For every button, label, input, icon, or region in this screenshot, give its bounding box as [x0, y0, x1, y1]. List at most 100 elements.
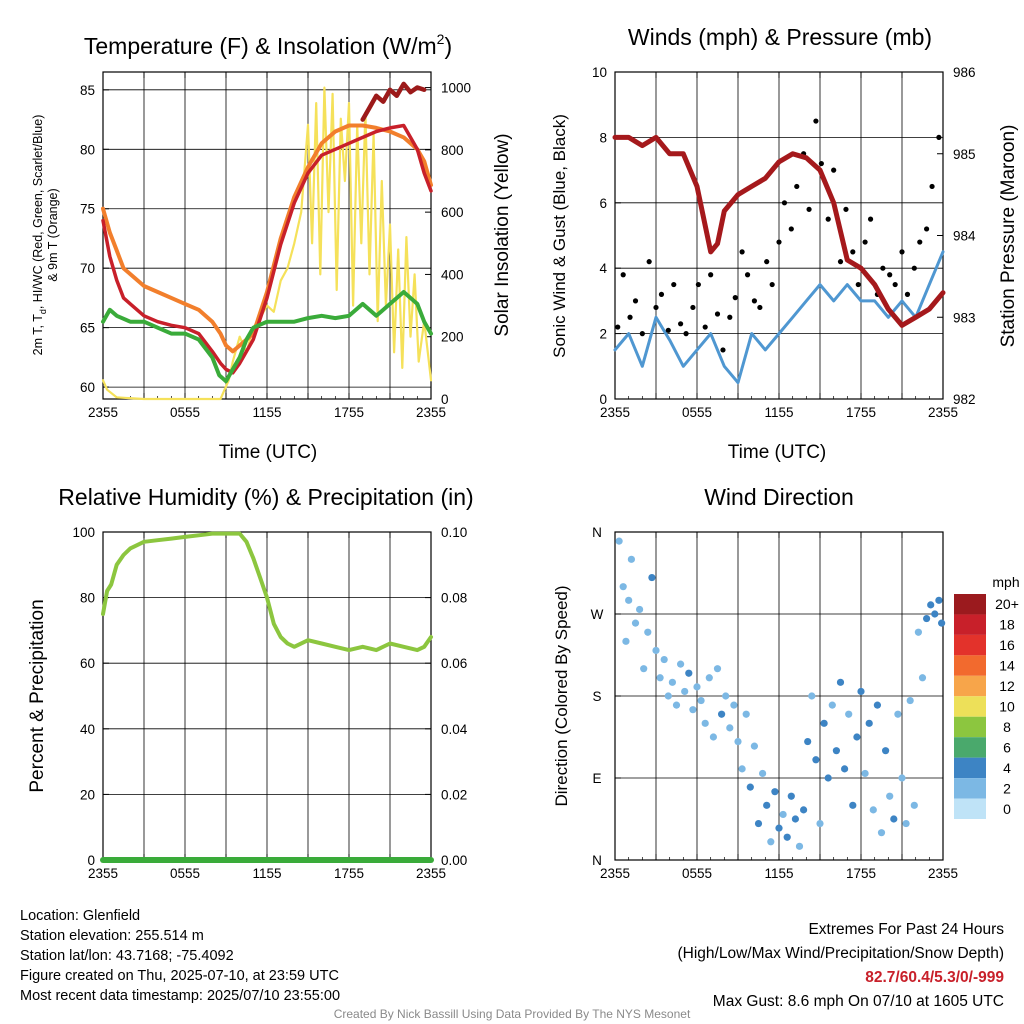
- sonic-wind-series: [613, 250, 945, 385]
- gust-point: [862, 239, 868, 245]
- gust-point: [632, 298, 639, 304]
- wind-direction-point: [689, 706, 697, 714]
- wind-direction-point: [771, 788, 779, 796]
- wind-direction-point: [795, 842, 804, 850]
- gust-point: [658, 291, 665, 297]
- temperature-chart-title: Temperature (F) & Insolation (W/m2): [84, 31, 452, 59]
- wind-direction-point: [910, 801, 918, 809]
- wind-direction-point: [738, 765, 746, 773]
- wind-direction-point: [882, 747, 890, 755]
- colorbar-title: mph: [992, 574, 1019, 590]
- wind-direction-point: [622, 637, 630, 645]
- temp-y-label: 75: [80, 202, 95, 217]
- wind-direction-point: [861, 769, 869, 778]
- colorbar-swatch: [954, 614, 986, 635]
- x-tick-label: 0555: [682, 866, 712, 881]
- credit-text: Created By Nick Bassill Using Data Provi…: [333, 1007, 691, 1021]
- gust-point: [929, 183, 935, 190]
- wind-direction-point: [668, 678, 677, 686]
- solar-y-label: 0: [441, 392, 449, 407]
- wind-direction-point: [713, 665, 722, 673]
- wind-direction-point: [787, 792, 795, 800]
- wind-direction-point: [902, 819, 910, 828]
- gust-point: [825, 216, 831, 222]
- direction-y-label: N: [592, 853, 602, 868]
- temperature-panel: Temperature (F) & Insolation (W/m2) 2m T…: [31, 31, 513, 463]
- rh-y-label: 40: [80, 722, 95, 737]
- wind-direction-point: [906, 696, 914, 705]
- wind-direction-point: [783, 833, 791, 841]
- wind-direction-point: [681, 687, 689, 696]
- wind-direction-point: [869, 806, 877, 814]
- wind-direction-point: [857, 687, 865, 696]
- x-tick-label: 2355: [928, 866, 958, 881]
- wind-direction-point: [914, 628, 923, 636]
- wind-direction-point: [693, 683, 701, 691]
- wind-y-label: 8: [599, 130, 607, 145]
- wind-y-label: 0: [599, 392, 607, 407]
- created-text: Figure created on Thu, 2025-07-10, at 23…: [20, 968, 339, 984]
- wind-direction-point: [877, 829, 886, 837]
- wind-direction-point: [812, 756, 820, 764]
- rh-y-label: 0: [87, 853, 95, 868]
- pressure-y-label: 984: [953, 229, 976, 244]
- gust-point: [665, 327, 671, 333]
- elevation-text: Station elevation: 255.514 m: [20, 928, 204, 944]
- colorbar-label: 16: [999, 637, 1015, 653]
- wind-direction-point: [836, 678, 845, 686]
- colorbar-label: 6: [1003, 739, 1011, 755]
- gust-point: [653, 304, 659, 311]
- x-tick-label: 2355: [600, 405, 630, 420]
- colorbar-swatch: [954, 594, 986, 615]
- precip-y-label: 0.04: [441, 722, 468, 737]
- station-info: Location: Glenfield Station elevation: 2…: [20, 906, 340, 1006]
- temp-y-label: 80: [80, 142, 95, 157]
- colorbar-swatch: [954, 798, 986, 819]
- wind-direction-point: [894, 710, 902, 718]
- temperature-series: [101, 123, 433, 375]
- wind-direction-point: [918, 674, 927, 682]
- colorbar-swatch: [954, 778, 986, 799]
- x-tick-label: 2355: [88, 405, 118, 420]
- direction-y-label: W: [591, 607, 604, 622]
- precip-y-label: 0.08: [441, 591, 467, 606]
- temp-y-label: 70: [80, 261, 95, 276]
- wind-y-label: 10: [592, 65, 607, 80]
- x-tick-label: 1755: [846, 405, 876, 420]
- colorbar-swatch: [954, 655, 986, 676]
- x-tick-label: 1155: [764, 405, 793, 420]
- colorbar-label: 18: [999, 617, 1015, 633]
- wind-direction-point: [775, 824, 783, 832]
- humidity-panel: Relative Humidity (%) & Precipitation (i…: [27, 484, 474, 793]
- extremes-title: Extremes For Past 24 Hours: [808, 921, 1004, 938]
- heat_index-series: [360, 81, 427, 122]
- colorbar-label: 2: [1003, 780, 1011, 796]
- colorbar-swatch: [954, 757, 986, 779]
- latlon-text: Station lat/lon: 43.7168; -75.4092: [20, 948, 234, 964]
- rh-y-label: 80: [80, 591, 95, 606]
- pressure-series: [612, 134, 946, 328]
- wind-direction-point: [767, 838, 775, 846]
- gust-point: [924, 226, 930, 232]
- wind-direction-ylabel-left: Direction (Colored By Speed): [552, 585, 571, 806]
- solar-y-label: 600: [441, 205, 464, 220]
- wind-direction-point: [841, 765, 849, 773]
- gust-point: [695, 281, 701, 288]
- wind-direction-point: [660, 655, 668, 664]
- x-tick-label: 2355: [600, 866, 630, 881]
- extremes-subtitle: (High/Low/Max Wind/Precipitation/Snow De…: [677, 945, 1005, 962]
- wind-direction-point: [800, 806, 808, 814]
- gust-point: [794, 183, 800, 190]
- rh-y-label: 60: [80, 656, 95, 671]
- colorbar-label: 0: [1003, 801, 1011, 817]
- rh-series: [101, 531, 433, 653]
- gust-point: [936, 134, 942, 140]
- wind-direction-point: [873, 701, 882, 709]
- wind-direction-point: [697, 696, 705, 705]
- gust-point: [892, 281, 898, 288]
- wind-direction-point: [730, 701, 738, 709]
- rh-y-label: 20: [80, 787, 95, 802]
- gust-point: [880, 265, 886, 271]
- wind-direction-point: [672, 701, 681, 709]
